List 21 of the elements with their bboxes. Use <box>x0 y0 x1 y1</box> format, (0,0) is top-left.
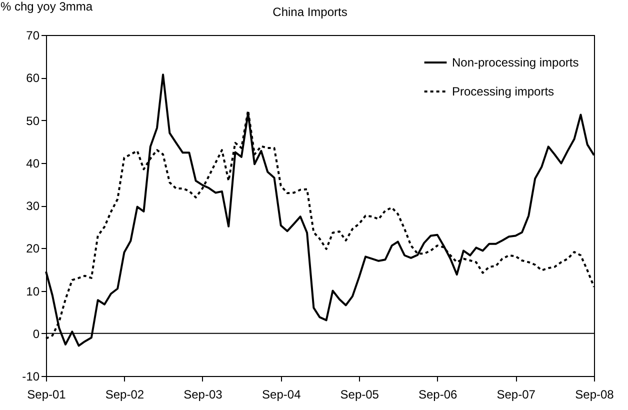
y-tick-label: 20 <box>26 242 40 256</box>
y-tick-label: 60 <box>26 71 40 86</box>
x-tick-label: Sep-06 <box>418 388 458 402</box>
y-tick-label: 10 <box>26 284 40 298</box>
x-tick-label: Sep-05 <box>340 388 380 402</box>
legend-label: Non-processing imports <box>452 56 579 70</box>
legend-label: Processing imports <box>452 84 554 98</box>
x-tick-label: Sep-03 <box>184 388 223 402</box>
x-tick-label: Sep-02 <box>105 388 144 402</box>
x-tick-label: Sep-01 <box>27 388 66 402</box>
chart-title: China Imports <box>272 5 348 19</box>
y-tick-label: 70 <box>26 28 40 42</box>
y-tick-label: -10 <box>22 370 40 384</box>
y-tick-label: 0 <box>32 326 40 341</box>
y-axis-title: % chg yoy 3mma <box>0 0 93 14</box>
x-tick-label: Sep-08 <box>575 388 614 402</box>
y-tick-label: 40 <box>26 156 40 170</box>
x-tick-label: Sep-04 <box>262 388 302 402</box>
x-tick-label: Sep-07 <box>496 388 536 402</box>
y-tick-label: 30 <box>26 199 40 213</box>
y-tick-label: 50 <box>26 114 40 128</box>
